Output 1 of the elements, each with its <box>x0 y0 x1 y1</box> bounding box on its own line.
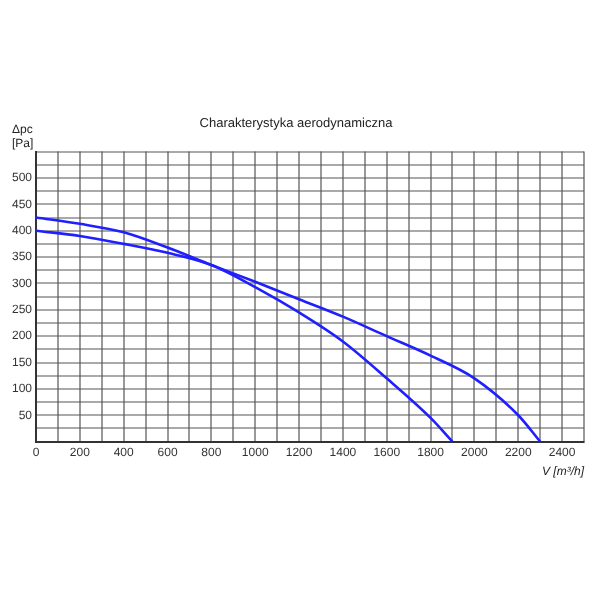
line-series <box>36 216 542 442</box>
